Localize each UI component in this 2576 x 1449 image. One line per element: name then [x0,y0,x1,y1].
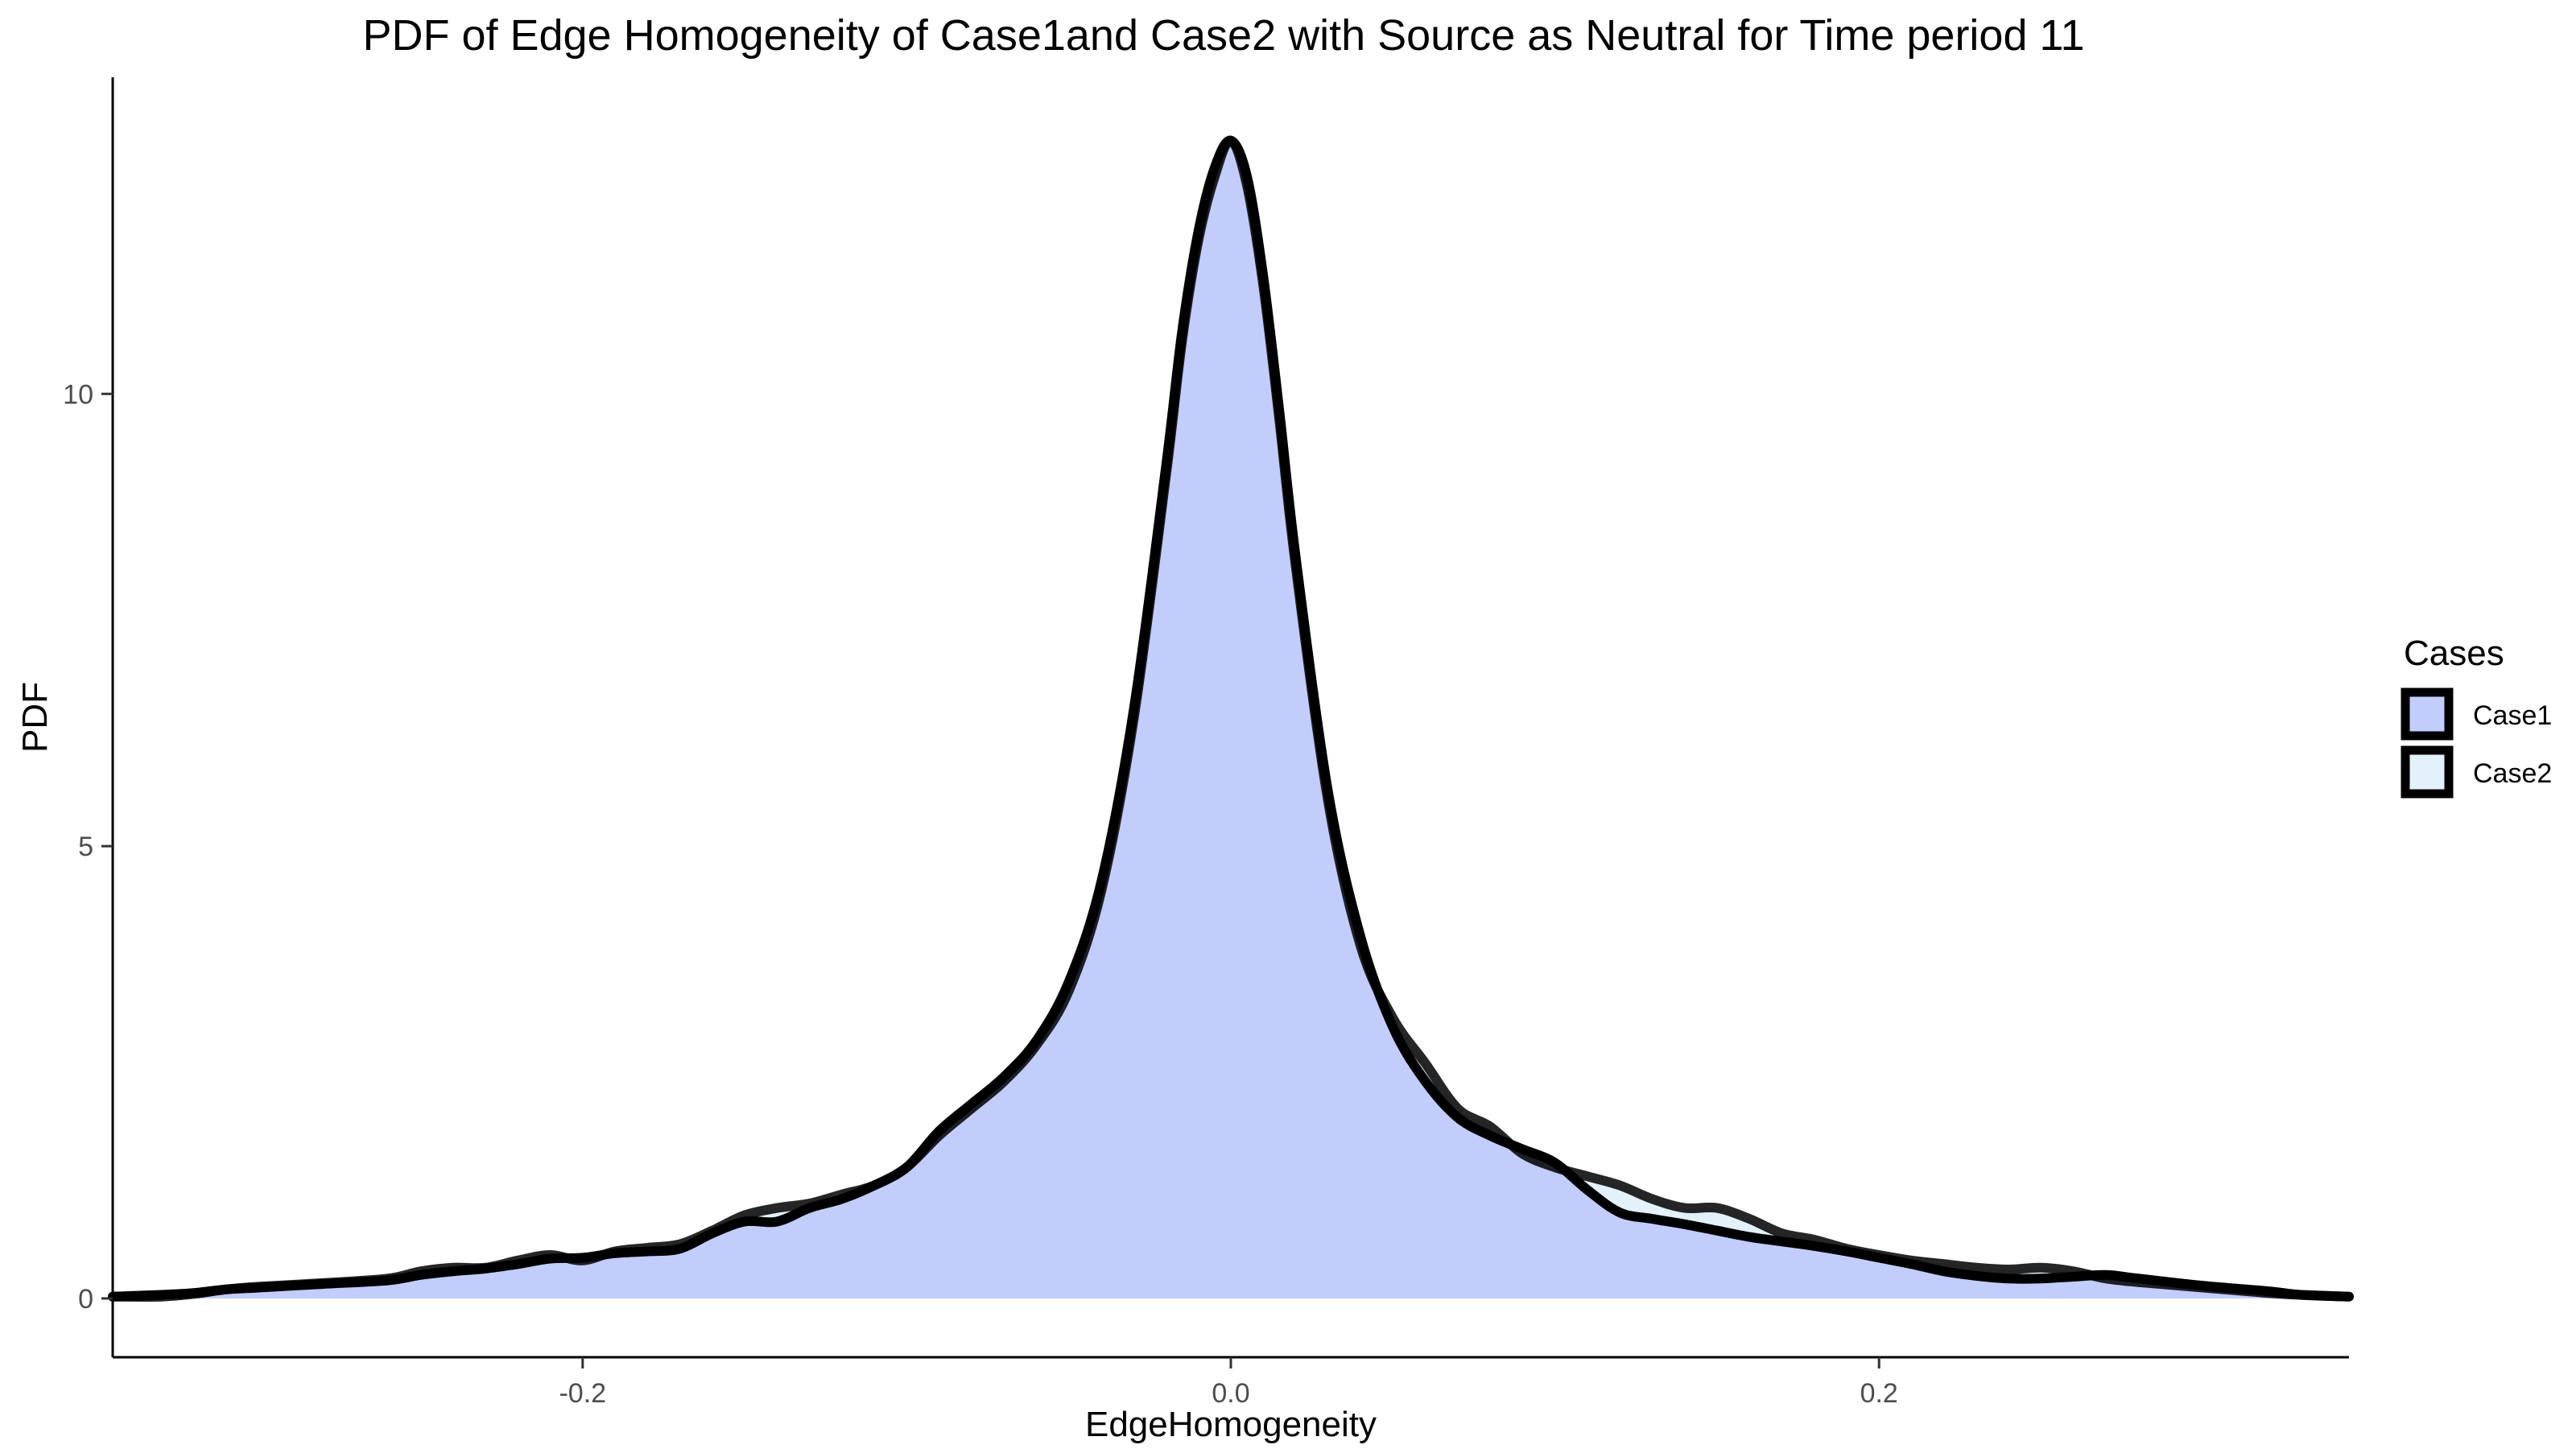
density-area-case1 [113,140,2349,1298]
x-axis-label: EdgeHomogeneity [1085,1405,1377,1444]
legend-title: Cases [2404,634,2504,673]
legend: Cases Case1 Case2 [2401,634,2552,799]
chart-title: PDF of Edge Homogeneity of Case1and Case… [362,11,2084,60]
y-tick-label: 10 [63,379,93,410]
x-ticks: -0.2 0.0 0.2 [559,1357,1898,1409]
legend-key-case2 [2401,745,2454,799]
legend-key-case1 [2401,687,2454,741]
legend-label-case2: Case2 [2473,758,2552,789]
x-tick-label: 0.2 [1860,1378,1898,1409]
x-tick-label: -0.2 [559,1378,606,1409]
y-tick-label: 5 [78,832,93,862]
plot-area [108,135,2354,1302]
y-tick-label: 0 [78,1284,93,1315]
density-line-case1 [108,135,2354,1302]
x-tick-label: 0.0 [1212,1378,1249,1409]
y-axis-label: PDF [15,682,55,753]
y-ticks: 0 5 10 [63,379,113,1315]
legend-label-case1: Case1 [2473,700,2552,731]
